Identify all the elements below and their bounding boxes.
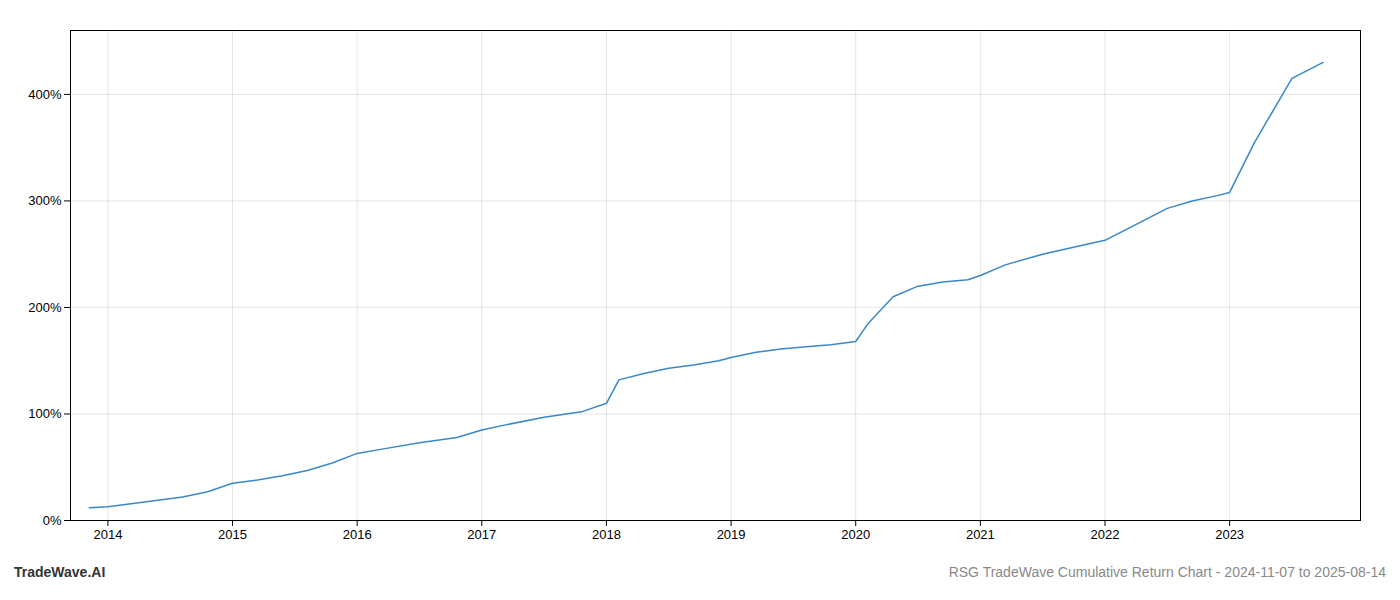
svg-text:400%: 400% (28, 87, 62, 102)
svg-text:2022: 2022 (1091, 527, 1120, 542)
html-text:RSG TradeWave Cumulative Retur: RSG TradeWave Cumulative Return Chart - … (948, 564, 1386, 580)
svg-text:2015: 2015 (218, 527, 247, 542)
svg-text:2018: 2018 (592, 527, 621, 542)
svg-text:2021: 2021 (966, 527, 995, 542)
svg-text:2019: 2019 (717, 527, 746, 542)
svg-text:2023: 2023 (1215, 527, 1244, 542)
svg-text:2016: 2016 (343, 527, 372, 542)
svg-text:2014: 2014 (93, 527, 122, 542)
svg-text:200%: 200% (28, 300, 62, 315)
svg-text:2020: 2020 (841, 527, 870, 542)
html-text:TradeWave.AI: TradeWave.AI (14, 564, 106, 580)
svg-text:0%: 0% (43, 513, 62, 528)
svg-text:300%: 300% (28, 193, 62, 208)
svg-text:2017: 2017 (467, 527, 496, 542)
svg-text:100%: 100% (28, 406, 62, 421)
